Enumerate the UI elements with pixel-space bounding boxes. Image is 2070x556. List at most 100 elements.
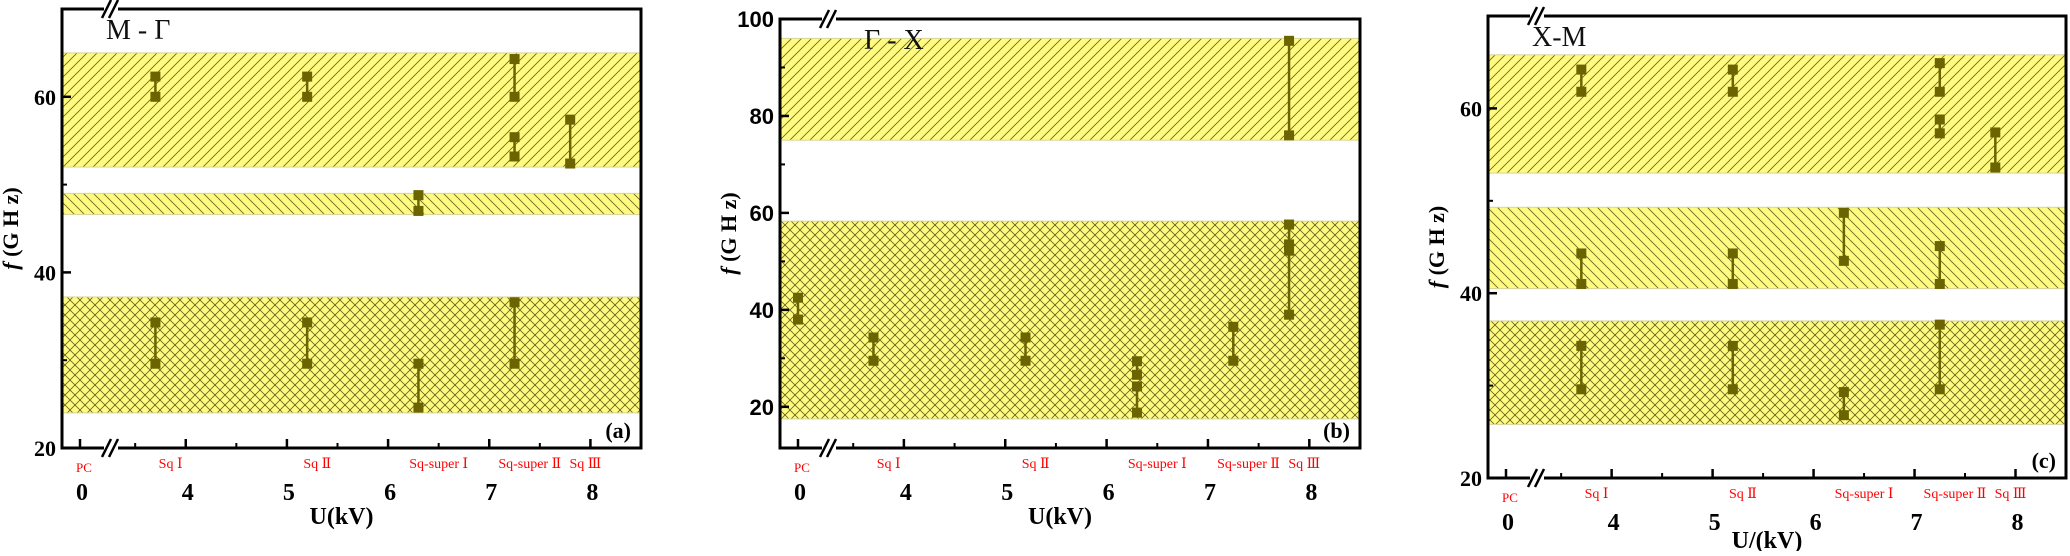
chart-panel-b: 20 40 60 80 100 0 4 5 6 7 8 PC Sq Ⅰ Sq Ⅱ Sq-super Ⅰ Sq-… <box>716 7 1362 530</box>
axis-break-icon <box>825 9 838 29</box>
y-axis-title: f (G H z) <box>1424 206 1449 288</box>
data-point-marker <box>1838 410 1849 421</box>
structure-label: Sq Ⅲ <box>569 457 601 472</box>
data-point-marker <box>509 91 520 102</box>
bandgap-band <box>62 52 641 168</box>
y-axis-title: f (G H z) <box>716 192 741 274</box>
data-point-marker <box>509 54 520 65</box>
data-point-marker <box>1727 64 1738 75</box>
bandgap-band <box>780 37 1360 141</box>
data-point-marker <box>150 317 161 328</box>
x-tick-label: 5 <box>1709 510 1721 536</box>
data-point-marker <box>868 332 879 343</box>
data-point-marker <box>413 358 424 369</box>
x-tick-label: 7 <box>1204 480 1216 506</box>
chart-title: X-M <box>1532 22 1587 53</box>
data-point-marker <box>1934 58 1945 69</box>
bandgap-band <box>62 296 641 414</box>
structure-label: Sq-super Ⅱ <box>1924 487 1987 502</box>
data-point-marker <box>1020 355 1031 366</box>
x-tick-label: 5 <box>283 480 295 506</box>
data-point-marker <box>1576 340 1587 351</box>
data-point-marker <box>302 91 313 102</box>
axis-break-icon <box>1533 468 1546 488</box>
data-point-marker <box>1934 114 1945 125</box>
axis-break-icon <box>1533 6 1546 26</box>
bandgap-band <box>1488 54 2066 174</box>
data-point-marker <box>1284 219 1295 230</box>
y-tick-label: 80 <box>750 104 774 129</box>
chart-panel-c: 20 40 60 0 4 5 6 7 8 PC Sq Ⅰ Sq Ⅱ Sq-super Ⅰ Sq-super… <box>1424 6 2068 554</box>
structure-label: Sq-super Ⅱ <box>1217 457 1280 472</box>
y-tick-label: 20 <box>34 436 56 461</box>
data-point-marker <box>1132 369 1143 380</box>
structure-label: Sq Ⅱ <box>1022 457 1050 472</box>
panel-label: (b) <box>1323 418 1350 443</box>
structure-label: Sq Ⅱ <box>1729 487 1757 502</box>
data-point-marker <box>1284 35 1295 46</box>
data-point-marker <box>302 358 313 369</box>
axis-break-icon <box>825 438 838 458</box>
data-point-marker <box>1838 255 1849 266</box>
y-tick-label: 60 <box>750 201 774 226</box>
data-point-marker <box>1576 64 1587 75</box>
bandgap-band <box>780 220 1360 420</box>
y-tick-label: 40 <box>750 298 774 323</box>
y-tick-label: 100 <box>737 7 774 32</box>
data-point-marker <box>565 114 576 125</box>
data-point-marker <box>793 292 803 303</box>
structure-label: Sq Ⅰ <box>1585 487 1609 502</box>
structure-label: Sq Ⅰ <box>877 457 901 472</box>
data-point-marker <box>1727 384 1738 395</box>
data-point-marker <box>1727 340 1738 351</box>
y-tick-label: 40 <box>1460 281 1482 306</box>
data-point-marker <box>868 355 879 366</box>
data-point-marker <box>1132 407 1143 418</box>
x-axis-title: U(kV) <box>1028 504 1092 530</box>
y-tick-label: 20 <box>1460 466 1482 491</box>
y-tick-label: 60 <box>1460 96 1482 121</box>
structure-label: PC <box>1502 490 1518 505</box>
data-point-marker <box>1934 86 1945 97</box>
data-point-marker <box>413 205 424 216</box>
chart-panel-a: 20 40 60 0 4 5 6 7 8 PC Sq Ⅰ Sq Ⅱ Sq-super Ⅰ Sq-super… <box>0 0 643 530</box>
structure-label: PC <box>794 460 810 475</box>
axes-frame <box>60 7 643 450</box>
data-point-marker <box>1990 127 2001 138</box>
structure-label: Sq Ⅰ <box>159 457 183 472</box>
axis-break-icon <box>107 0 120 19</box>
data-point-marker <box>509 358 520 369</box>
data-point-marker <box>1838 207 1849 218</box>
bandgap-band <box>1488 320 2066 425</box>
x-tick-label: 6 <box>1810 510 1822 536</box>
structure-label: Sq-super Ⅰ <box>1835 487 1894 502</box>
bandgap-band <box>62 192 641 215</box>
x-tick-label: 4 <box>1608 510 1620 536</box>
chart-title: M - Γ <box>106 15 170 46</box>
axis-break-icon <box>107 438 120 458</box>
x-tick-label: 7 <box>485 480 497 506</box>
x-tick-label: 8 <box>586 480 598 506</box>
axes-frame <box>1486 14 2068 480</box>
plot-area <box>780 35 1360 420</box>
data-point-marker <box>1934 384 1945 395</box>
x-axis-title: U(kV) <box>310 504 374 530</box>
data-point-marker <box>509 297 520 308</box>
axes-frame <box>778 17 1362 450</box>
data-point-marker <box>1576 278 1587 289</box>
x-tick-label: 4 <box>182 480 194 506</box>
data-point-marker <box>1576 86 1587 97</box>
data-point-marker <box>150 71 161 82</box>
y-tick-label: 40 <box>34 260 56 285</box>
data-point-marker <box>1934 128 1945 139</box>
data-point-marker <box>1727 248 1738 259</box>
x-tick-label: 8 <box>2012 510 2024 536</box>
data-point-marker <box>413 190 424 201</box>
x-tick-label: 0 <box>76 480 88 506</box>
structure-label: Sq Ⅲ <box>1288 457 1320 472</box>
data-point-marker <box>793 314 803 325</box>
x-tick-label: 8 <box>1305 480 1317 506</box>
x-tick-label: 0 <box>1502 510 1514 536</box>
data-point-marker <box>1132 381 1143 392</box>
